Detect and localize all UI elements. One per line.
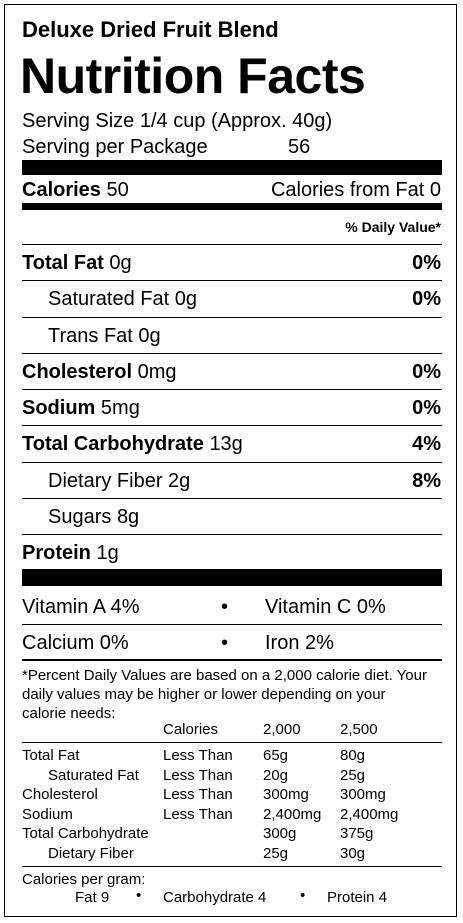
product-name: Deluxe Dried Fruit Blend: [22, 17, 279, 42]
nutrient-name: Dietary Fiber: [48, 470, 163, 492]
table-nutrient: Total Carbohydrate: [22, 825, 149, 842]
thin-rule: [22, 742, 442, 743]
calories: Calories 50: [22, 178, 129, 202]
per-gram-item: Protein 4: [327, 889, 388, 906]
table-value: 300g: [263, 825, 297, 842]
separator: •: [221, 596, 229, 618]
separator: •: [136, 887, 142, 904]
table-limit: Less Than: [163, 786, 233, 803]
nutrient-amount: 8g: [116, 506, 140, 528]
daily-value-header: % Daily Value*: [345, 219, 441, 235]
nutrient-daily-value: 4%: [412, 433, 441, 455]
thick-rule: [22, 160, 442, 175]
table-value: 30g: [340, 844, 366, 862]
nutrient-name: Total Carbohydrate: [22, 433, 204, 455]
nutrient-amount: 0g: [174, 288, 197, 310]
table-value: 20g: [263, 766, 289, 784]
rule: [22, 280, 442, 281]
table-value: 25g: [340, 766, 366, 784]
thin-rule: [22, 866, 442, 867]
label-title: Nutrition Facts: [20, 48, 366, 104]
nutrient-amount: 1g: [96, 542, 119, 564]
rule: [22, 389, 442, 390]
nutrient-daily-value: 8%: [412, 470, 441, 492]
table-value: 80g: [340, 747, 366, 764]
table-header: 2,000: [263, 721, 301, 738]
nutrient-daily-value: 0%: [412, 361, 441, 383]
nutrient-amount: 0mg: [137, 361, 177, 383]
nutrient-row: Cholesterol 0mg: [22, 360, 177, 384]
separator: •: [300, 887, 306, 904]
nutrient-amount: 0g: [138, 325, 161, 347]
calories-from-fat: Calories from Fat 0: [270, 179, 441, 201]
per-gram-label: Calories per gram:: [22, 871, 146, 888]
nutrient-name: Saturated Fat: [48, 288, 170, 310]
rule: [22, 659, 442, 661]
table-limit: Less Than: [163, 805, 233, 823]
table-value: 2,400mg: [340, 805, 399, 823]
rule: [22, 244, 442, 245]
table-nutrient: Cholesterol: [22, 786, 98, 803]
table-value: 300mg: [340, 786, 386, 803]
nutrient-daily-value: 0%: [412, 252, 441, 274]
nutrient-row: Dietary Fiber 2g: [48, 469, 190, 493]
rule: [22, 462, 442, 463]
table-value: 375g: [340, 825, 374, 842]
calories-label: Calories: [22, 179, 101, 201]
nutrient-name: Trans Fat: [48, 325, 133, 347]
table-limit: Less Than: [163, 766, 233, 784]
per-gram-item: Fat 9: [75, 889, 110, 906]
vitamin: Vitamin A 4%: [22, 596, 140, 618]
nutrient-row: Total Fat 0g: [22, 251, 132, 275]
servings-value: 56: [288, 136, 311, 158]
table-value: 2,400mg: [263, 805, 322, 823]
table-header: 2,500: [340, 721, 378, 738]
footnote: *Percent Daily Values are based on a 2,0…: [22, 667, 427, 722]
serving-size: Serving Size 1/4 cup (Approx. 40g): [22, 110, 333, 132]
thick-rule: [22, 569, 442, 586]
label-border: [4, 4, 457, 917]
nutrient-daily-value: 0%: [412, 397, 441, 419]
nutrient-row: Saturated Fat 0g: [48, 287, 197, 311]
table-nutrient: Saturated Fat: [48, 766, 139, 784]
medium-rule: [22, 203, 442, 210]
vitamin: Calcium 0%: [22, 632, 129, 654]
nutrient-name: Cholesterol: [22, 361, 133, 383]
nutrient-row: Total Carbohydrate 13g: [22, 432, 243, 456]
table-value: 65g: [263, 747, 289, 764]
nutrient-amount: 0g: [109, 252, 132, 274]
rule: [22, 425, 442, 426]
rule: [22, 353, 442, 354]
table-nutrient: Sodium: [22, 805, 73, 823]
nutrient-amount: 5mg: [100, 397, 140, 419]
nutrient-name: Total Fat: [22, 252, 104, 274]
table-value: 300mg: [263, 786, 309, 803]
nutrient-row: Trans Fat 0g: [48, 324, 161, 348]
rule: [22, 534, 442, 535]
per-gram-item: Carbohydrate 4: [163, 889, 267, 906]
table-nutrient: Dietary Fiber: [48, 844, 134, 862]
table-limit: Less Than: [163, 747, 233, 764]
nutrient-name: Protein: [22, 542, 91, 564]
rule: [22, 624, 442, 625]
table-header: Calories: [163, 721, 219, 738]
nutrient-amount: 13g: [209, 433, 243, 455]
vitamin: Iron 2%: [265, 632, 334, 654]
nutrient-row: Sodium 5mg: [22, 396, 140, 420]
nutrient-row: Sugars 8g: [48, 505, 139, 529]
nutrient-row: Protein 1g: [22, 541, 119, 565]
table-value: 25g: [263, 844, 289, 862]
nutrient-name: Sugars: [48, 506, 112, 528]
rule: [22, 498, 442, 499]
nutrient-daily-value: 0%: [412, 288, 441, 310]
calories-value: 50: [106, 179, 129, 201]
separator: •: [221, 632, 229, 654]
nutrient-amount: 2g: [168, 470, 191, 492]
nutrient-name: Sodium: [22, 397, 96, 419]
rule: [22, 317, 442, 318]
vitamin: Vitamin C 0%: [265, 596, 386, 618]
table-nutrient: Total Fat: [22, 747, 80, 764]
servings-label: Serving per Package: [22, 136, 208, 158]
